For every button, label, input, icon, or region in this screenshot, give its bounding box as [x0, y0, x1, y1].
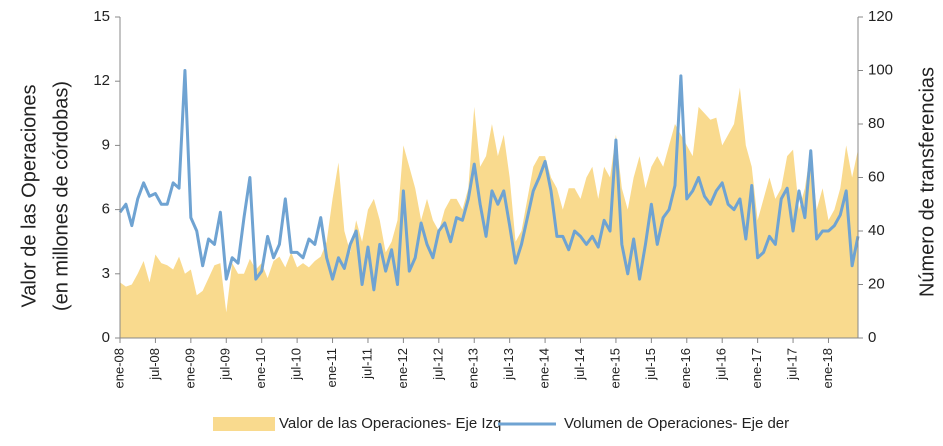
- x-tick-label: jul-17: [784, 348, 799, 381]
- y2-tick-label: 120: [868, 8, 893, 25]
- y2-tick-label: 100: [868, 61, 893, 78]
- x-tick-label: ene-15: [607, 348, 622, 388]
- y2-tick-label: 80: [868, 115, 885, 132]
- y2-tick-label: 40: [868, 222, 885, 239]
- y-tick-label: 6: [102, 201, 110, 218]
- y2-tick-label: 60: [868, 168, 885, 185]
- y-axis-title: Valor de las Operaciones: [18, 84, 40, 307]
- x-tick-label: jul-10: [289, 348, 304, 381]
- x-tick-label: ene-17: [749, 348, 764, 388]
- y-axis-title: (en millones de córdobas): [50, 81, 72, 311]
- x-tick-label: ene-16: [678, 348, 693, 388]
- y-tick-label: 15: [93, 8, 110, 25]
- y-tick-label: 3: [102, 265, 110, 282]
- x-tick-label: ene-10: [253, 348, 268, 388]
- legend-swatch: [213, 417, 275, 431]
- x-tick-label: jul-12: [430, 348, 445, 381]
- x-tick-label: jul-08: [147, 348, 162, 381]
- x-tick-label: jul-11: [359, 348, 374, 380]
- x-tick-label: ene-12: [395, 348, 410, 388]
- legend-label: Valor de las Operaciones- Eje Izq: [279, 415, 501, 432]
- x-tick-label: ene-13: [466, 348, 481, 388]
- x-tick-label: jul-14: [572, 348, 587, 381]
- y2-tick-label: 20: [868, 275, 885, 292]
- x-tick-label: jul-09: [218, 348, 233, 381]
- y-tick-label: 0: [102, 329, 110, 346]
- x-tick-label: ene-18: [820, 348, 835, 388]
- x-tick-label: ene-14: [537, 348, 552, 388]
- x-tick-label: jul-15: [643, 348, 658, 381]
- y-tick-label: 9: [102, 136, 110, 153]
- x-tick-label: jul-13: [501, 348, 516, 381]
- y-tick-label: 12: [93, 72, 110, 89]
- x-tick-label: ene-09: [182, 348, 197, 388]
- line: [118, 69, 860, 292]
- y2-tick-label: 0: [868, 329, 876, 346]
- legend-label: Volumen de Operaciones- Eje der: [564, 415, 789, 432]
- x-tick-label: jul-16: [714, 348, 729, 381]
- y2-axis-title: Número de transferencias: [916, 67, 938, 297]
- x-tick-label: ene-08: [111, 348, 126, 388]
- x-tick-label: ene-11: [324, 348, 339, 388]
